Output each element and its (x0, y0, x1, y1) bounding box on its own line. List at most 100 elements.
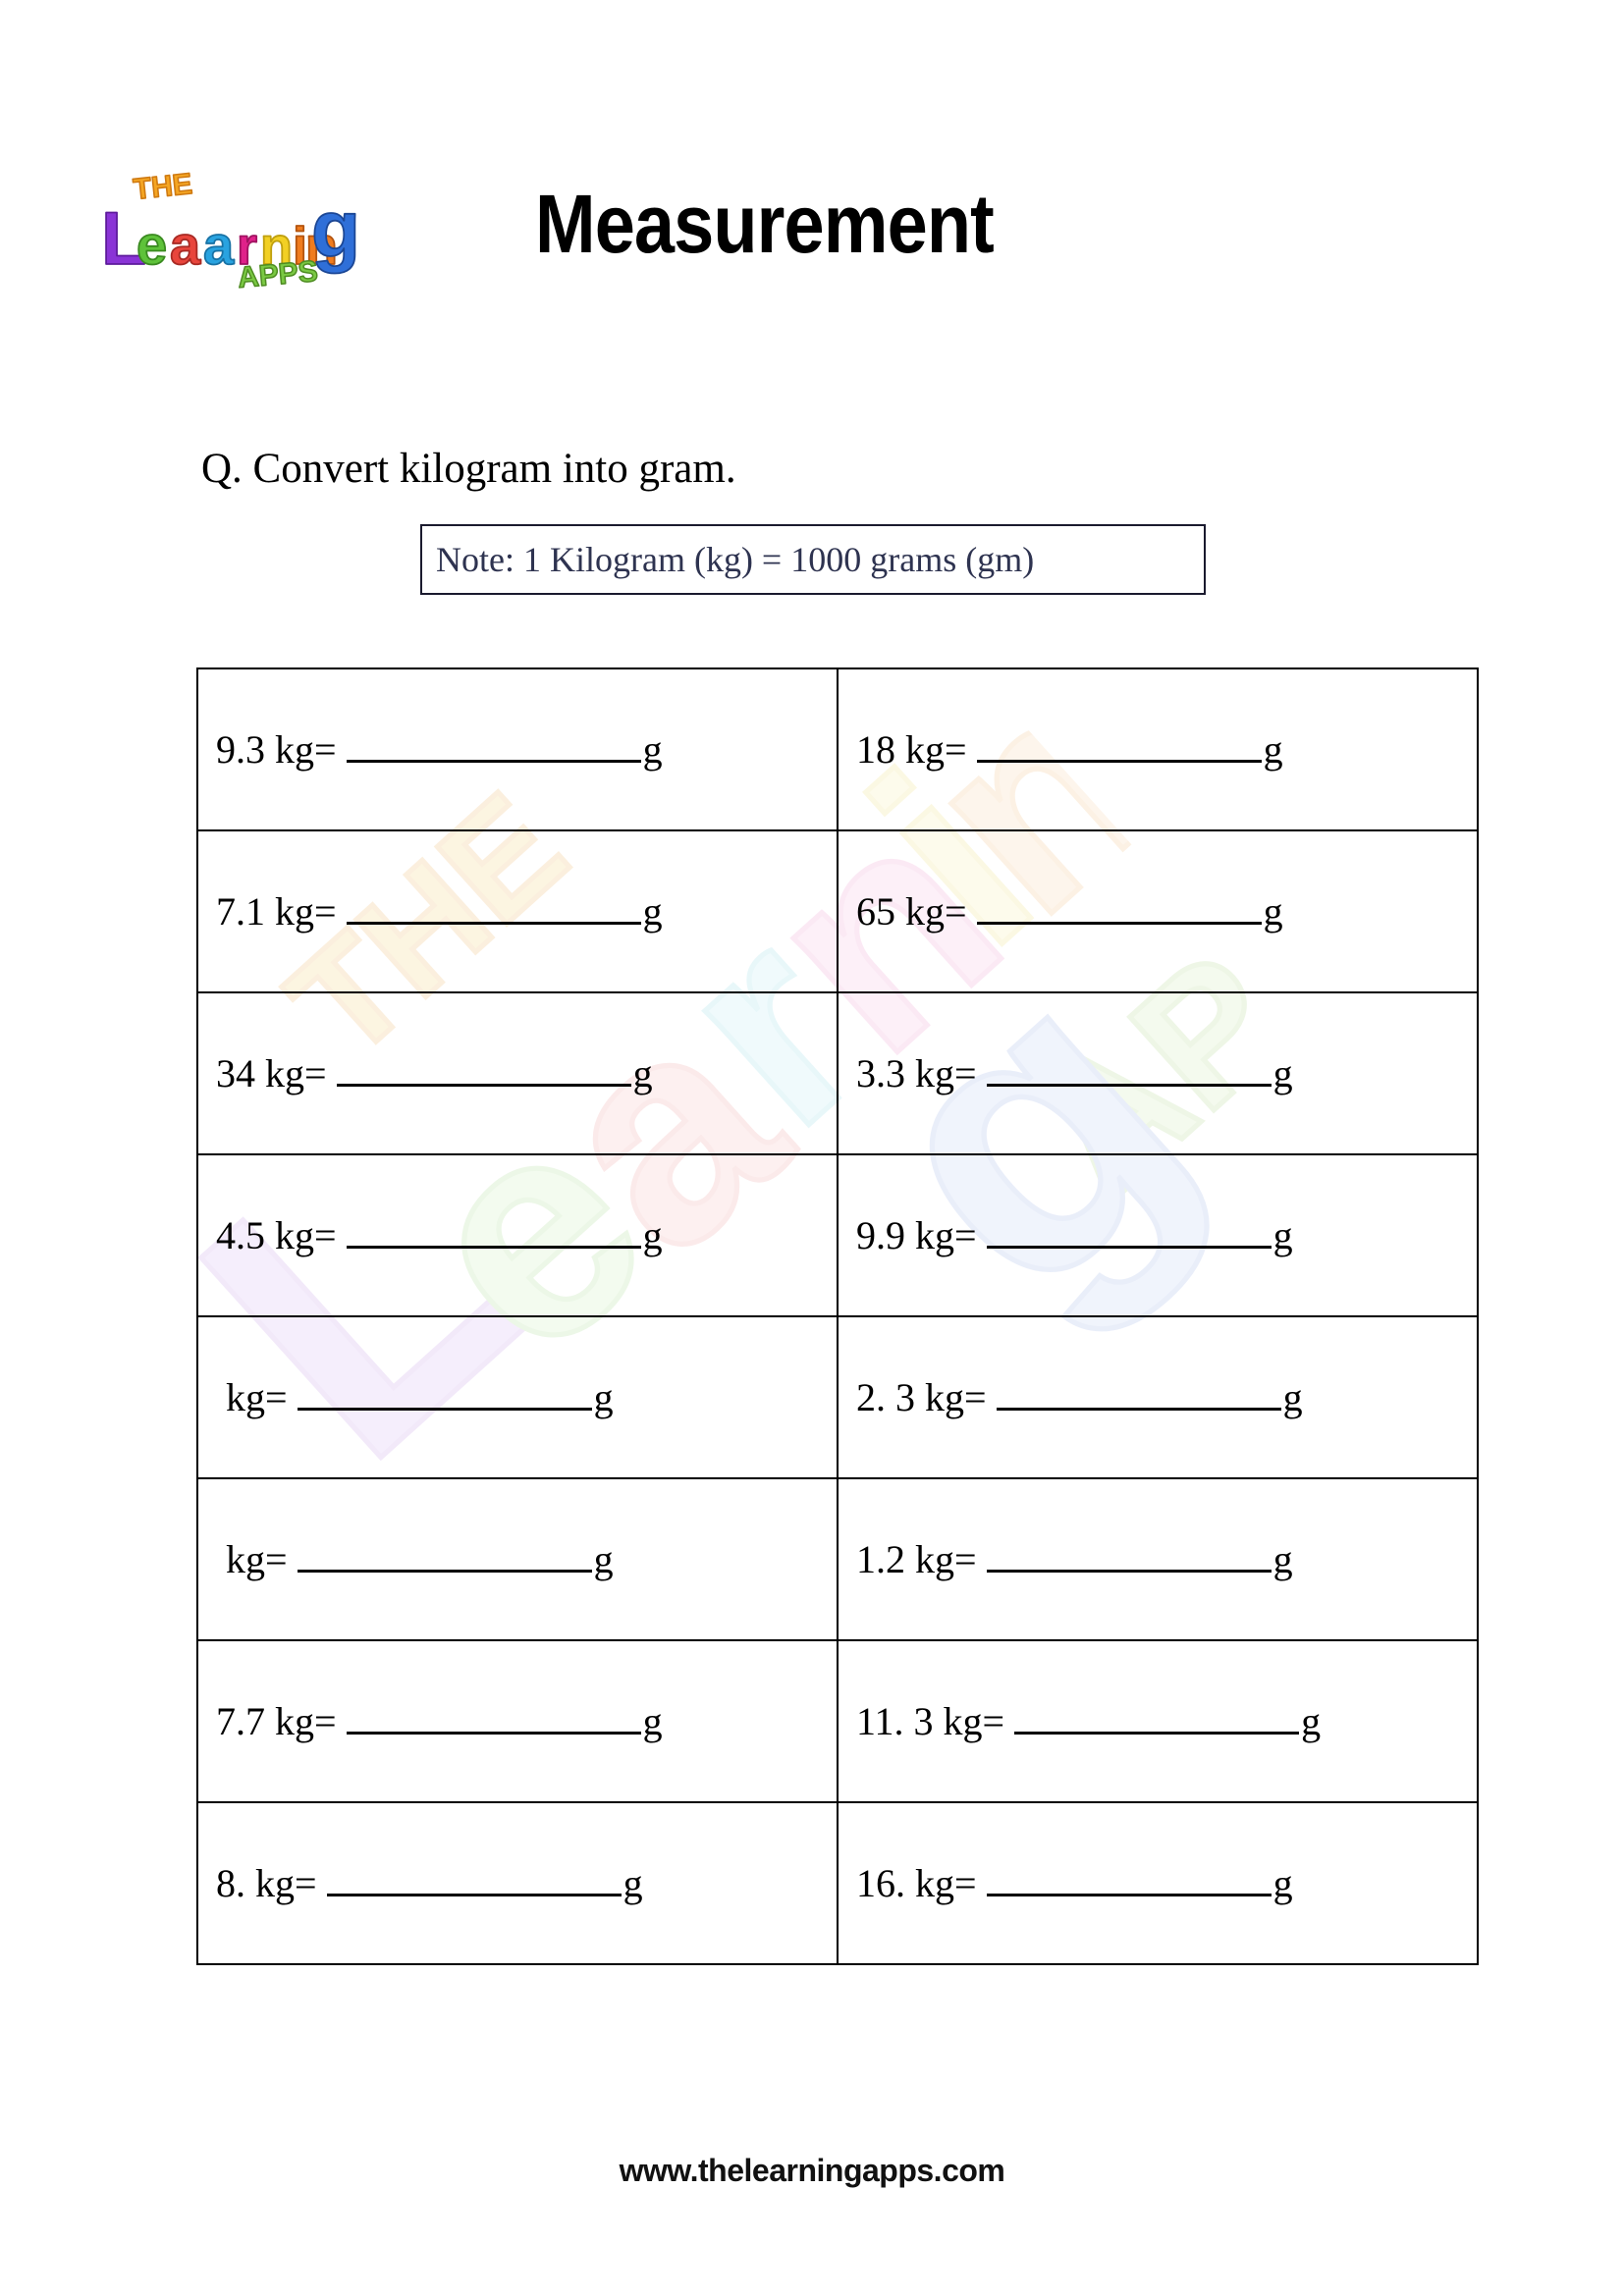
answer-blank[interactable] (986, 1056, 1272, 1087)
answer-blank[interactable] (297, 1380, 592, 1411)
problem-cell: 8. kg = g (196, 1801, 839, 1965)
problem-unit-to: g (1282, 1374, 1303, 1419)
problem-unit-to: g (1272, 1212, 1293, 1257)
problem-cell: 11. 3 kg = g (837, 1639, 1479, 1803)
answer-blank[interactable] (976, 732, 1262, 763)
problem-cell: 18 kg = g (837, 667, 1479, 831)
equals-sign: = (954, 1536, 977, 1581)
answer-blank[interactable] (297, 1542, 592, 1573)
problem-unit-from: kg (915, 1536, 954, 1581)
table-row: 7.7 kg = g 11. 3 kg = g (196, 1639, 1479, 1803)
problem-unit-from: kg (275, 1212, 314, 1257)
problem-cell: 7.7 kg = g (196, 1639, 839, 1803)
problems-table: 9.3 kg = g 18 kg = g 7.1 (196, 667, 1479, 1965)
problem-expression: 4.5 kg = g (216, 1212, 837, 1259)
problem-unit-from: kg (255, 1860, 295, 1905)
svg-text:THE: THE (132, 168, 193, 206)
equals-sign: = (314, 726, 337, 772)
problem-expression: 9.3 kg = g (216, 726, 837, 774)
problem-value: 7.7 (216, 1698, 265, 1743)
answer-blank[interactable] (986, 1866, 1272, 1896)
answer-blank[interactable] (336, 1056, 631, 1087)
answer-blank[interactable] (1014, 1704, 1300, 1735)
table-row: 8. kg = g 16. kg = g (196, 1801, 1479, 1965)
problem-unit-to: g (642, 1212, 663, 1257)
problem-unit-to: g (1272, 1860, 1293, 1905)
svg-text:n: n (260, 217, 293, 276)
footer-url[interactable]: www.thelearningapps.com (619, 2153, 1005, 2188)
answer-blank[interactable] (346, 894, 641, 925)
answer-blank[interactable] (986, 1542, 1272, 1573)
problem-unit-to: g (632, 1050, 653, 1095)
equals-sign: = (304, 1050, 327, 1095)
problem-cell: 65 kg = g (837, 829, 1479, 993)
problem-expression: 18 kg = g (856, 726, 1477, 774)
equals-sign: = (982, 1698, 1005, 1743)
problem-expression: 16. kg = g (856, 1860, 1477, 1907)
svg-text:r: r (237, 217, 257, 276)
note-text: Note: 1 Kilogram (kg) = 1000 grams (gm) (436, 540, 1035, 579)
svg-text:e: e (136, 214, 167, 276)
problem-value: 34 (216, 1050, 255, 1095)
problem-unit-from: kg (275, 888, 314, 934)
problem-value: 1.2 (856, 1536, 905, 1581)
problem-value: 2. 3 (856, 1374, 915, 1419)
table-row: 34 kg = g 3.3 kg = g (196, 991, 1479, 1155)
problem-expression: 2. 3 kg = g (856, 1374, 1477, 1421)
answer-blank[interactable] (346, 1704, 641, 1735)
problem-unit-from: kg (943, 1698, 983, 1743)
problem-cell: kg = g (196, 1315, 839, 1479)
svg-text:g: g (311, 185, 360, 274)
svg-text:a: a (170, 214, 201, 276)
problem-value: 65 (856, 888, 895, 934)
answer-blank[interactable] (326, 1866, 622, 1896)
problem-unit-to: g (593, 1374, 614, 1419)
problem-unit-from: kg (905, 888, 945, 934)
question-prompt: Q. Convert kilogram into gram. (201, 446, 736, 492)
problem-unit-to: g (642, 726, 663, 772)
problem-expression: 3.3 kg = g (856, 1050, 1477, 1097)
problem-cell: 7.1 kg = g (196, 829, 839, 993)
problem-value: 7.1 (216, 888, 265, 934)
answer-blank[interactable] (986, 1218, 1272, 1249)
page-title: Measurement (535, 178, 995, 270)
answer-blank[interactable] (996, 1380, 1281, 1411)
problem-value: 8. (216, 1860, 245, 1905)
table-row: 4.5 kg = g 9.9 kg = g (196, 1153, 1479, 1317)
page-header: THE L e a a r n i n g APPS Measurement (0, 147, 1624, 344)
problem-cell: 9.3 kg = g (196, 667, 839, 831)
problem-unit-to: g (1272, 1536, 1293, 1581)
problem-unit-from: kg (265, 1050, 304, 1095)
problem-cell: 34 kg = g (196, 991, 839, 1155)
problem-expression: 11. 3 kg = g (856, 1698, 1477, 1745)
problem-expression: 7.1 kg = g (216, 888, 837, 935)
problem-value: 16. (856, 1860, 905, 1905)
problem-unit-from: kg (905, 726, 945, 772)
equals-sign: = (314, 888, 337, 934)
problem-unit-from: kg (915, 1860, 954, 1905)
svg-text:i: i (293, 217, 307, 276)
problem-unit-to: g (642, 888, 663, 934)
answer-blank[interactable] (346, 732, 641, 763)
problem-value: 9.9 (856, 1212, 905, 1257)
problem-unit-from: kg (275, 1698, 314, 1743)
problem-expression: kg = g (216, 1536, 837, 1583)
problem-cell: 2. 3 kg = g (837, 1315, 1479, 1479)
table-row: 9.3 kg = g 18 kg = g (196, 667, 1479, 831)
table-row: kg = g 1.2 kg = g (196, 1477, 1479, 1641)
problem-expression: 65 kg = g (856, 888, 1477, 935)
problem-expression: 7.7 kg = g (216, 1698, 837, 1745)
problem-value: 9.3 (216, 726, 265, 772)
svg-text:L: L (101, 197, 146, 281)
equals-sign: = (314, 1212, 337, 1257)
equals-sign: = (954, 1860, 977, 1905)
problem-cell: 3.3 kg = g (837, 991, 1479, 1155)
equals-sign: = (964, 1374, 987, 1419)
problem-unit-from: kg (226, 1536, 265, 1581)
problem-unit-to: g (1263, 888, 1283, 934)
answer-blank[interactable] (346, 1218, 641, 1249)
answer-blank[interactable] (976, 894, 1262, 925)
problem-unit-from: kg (925, 1374, 964, 1419)
problem-expression: 1.2 kg = g (856, 1536, 1477, 1583)
problem-expression: 9.9 kg = g (856, 1212, 1477, 1259)
